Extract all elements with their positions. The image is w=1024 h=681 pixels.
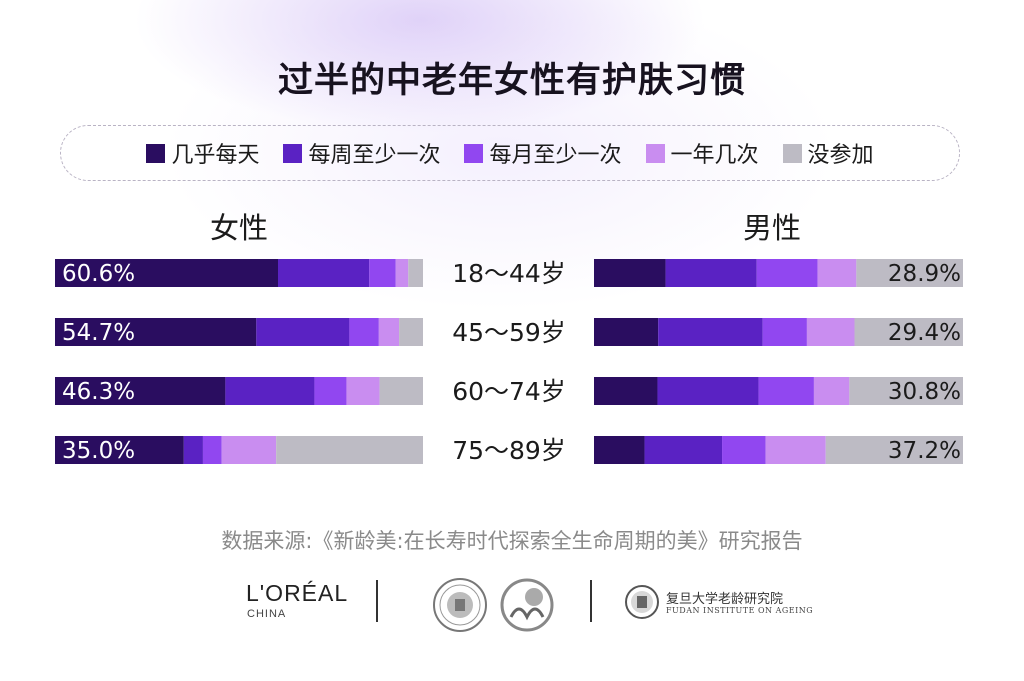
female-bar-segment	[183, 436, 203, 464]
female-bar-segment	[256, 318, 350, 346]
legend-item-yearly: 一年几次	[645, 137, 759, 169]
female-bar-segment	[399, 318, 423, 346]
logo-divider	[376, 580, 378, 622]
male-bar-segment	[849, 377, 963, 405]
female-data-label: 54.7%	[62, 320, 135, 346]
female-data-label: 60.6%	[62, 261, 135, 287]
fudan-logo-subtext: FUDAN INSTITUTE ON AGEING	[666, 606, 814, 615]
male-bar-segment	[644, 436, 723, 464]
female-bar-segment	[346, 377, 380, 405]
male-bar-segment	[856, 259, 963, 287]
age-group-label: 18～44岁	[452, 259, 566, 288]
chart-title: 过半的中老年女性有护肤习惯	[277, 61, 746, 101]
female-bar-segment	[55, 377, 226, 405]
female-bar-segment	[314, 377, 347, 405]
legend-label-monthly: 每月至少一次	[489, 143, 622, 168]
male-bar-segment	[765, 436, 826, 464]
female-bar-segment	[221, 436, 277, 464]
male-bar-segment	[817, 259, 857, 287]
legend-label-weekly: 每周至少一次	[308, 143, 441, 168]
female-data-label: 46.3%	[62, 379, 135, 405]
male-bar-segment	[722, 436, 766, 464]
male-group-label: 男性	[743, 211, 802, 245]
female-bar-segment	[395, 259, 409, 287]
institute-emblem-icon	[500, 578, 554, 632]
female-bar-segment	[55, 259, 279, 287]
legend-label-daily: 几乎每天	[171, 143, 260, 168]
fudan-logo-text: 复旦大学老龄研究院	[666, 592, 784, 607]
female-bar-segment	[55, 436, 184, 464]
female-bar-segment	[369, 259, 396, 287]
male-bar-segment	[657, 377, 759, 405]
male-data-label: 37.2%	[888, 438, 961, 464]
legend: 几乎每天 每周至少一次 每月至少一次 一年几次 没参加	[60, 125, 960, 181]
legend-swatch-none	[782, 143, 802, 163]
association-seal-icon	[433, 578, 487, 632]
female-bar-segment	[408, 259, 423, 287]
data-source-note: 数据来源:《新龄美:在长寿时代探索全生命周期的美》研究报告	[221, 529, 803, 553]
female-group-label: 女性	[210, 211, 269, 245]
loreal-logo-text: L'ORÉAL	[246, 580, 349, 606]
male-bar-segment	[594, 259, 666, 287]
age-group-label: 60～74岁	[452, 377, 566, 406]
legend-swatch-monthly	[464, 143, 484, 163]
male-bar-segment	[756, 259, 818, 287]
male-bar-segment	[665, 259, 757, 287]
legend-label-yearly: 一年几次	[670, 143, 759, 168]
female-data-label: 35.0%	[62, 438, 135, 464]
male-data-label: 28.9%	[888, 261, 961, 287]
female-bar-segment	[278, 259, 370, 287]
male-data-label: 29.4%	[888, 320, 961, 346]
male-bar-segment	[594, 436, 645, 464]
legend-swatch-weekly	[283, 143, 303, 163]
male-bar-segment	[854, 318, 963, 346]
legend-item-weekly: 每周至少一次	[283, 137, 440, 169]
male-bar-segment	[594, 318, 659, 346]
fudan-seal-icon	[625, 585, 659, 619]
legend-item-daily: 几乎每天	[146, 137, 259, 169]
legend-item-monthly: 每月至少一次	[464, 137, 622, 169]
legend-item-none: 没参加	[782, 137, 874, 169]
loreal-logo-subtext: CHINA	[247, 608, 287, 620]
male-data-label: 30.8%	[888, 379, 961, 405]
female-bar-segment	[276, 436, 423, 464]
age-group-label: 45～59岁	[452, 318, 566, 347]
male-bar-segment	[806, 318, 855, 346]
age-group-label: 75～89岁	[452, 436, 566, 465]
female-bar-segment	[378, 318, 400, 346]
female-bar-segment	[225, 377, 315, 405]
female-bar-segment	[202, 436, 222, 464]
logo-strip: L'ORÉAL CHINA 复旦大学老龄研究院 FUDAN INSTITUTE …	[0, 570, 1024, 640]
male-bar-segment	[658, 318, 763, 346]
legend-label-none: 没参加	[807, 143, 874, 168]
male-bar-segment	[758, 377, 814, 405]
male-bar-segment	[825, 436, 963, 464]
female-bar-segment	[55, 318, 257, 346]
legend-swatch-daily	[146, 143, 166, 163]
logo-divider	[590, 580, 592, 622]
legend-swatch-yearly	[645, 143, 665, 163]
male-bar-segment	[594, 377, 658, 405]
male-bar-segment	[813, 377, 850, 405]
female-bar-segment	[379, 377, 423, 405]
male-bar-segment	[762, 318, 807, 346]
female-bar-segment	[349, 318, 379, 346]
